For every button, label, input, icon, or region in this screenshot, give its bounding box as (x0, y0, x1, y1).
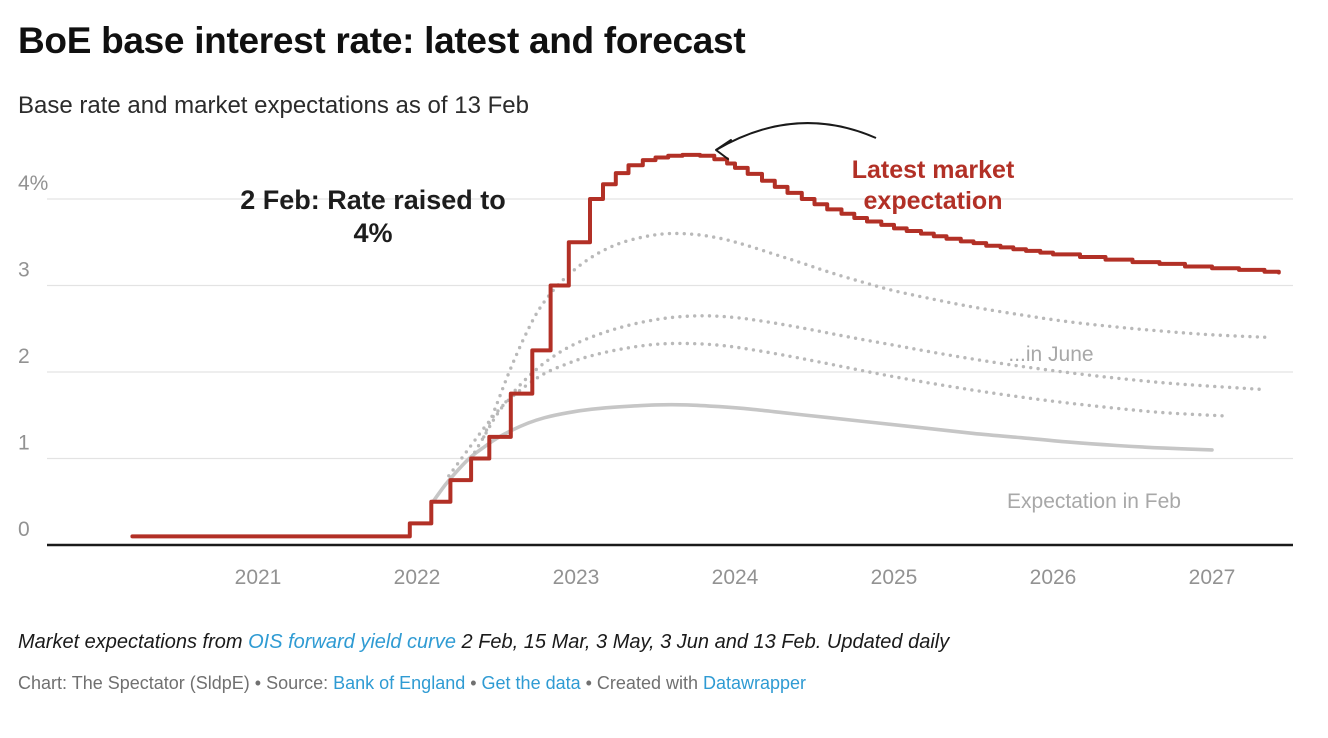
source-link[interactable]: Bank of England (333, 673, 466, 693)
y-tick-label: 3 (18, 259, 30, 282)
chart-byline: Chart: The Spectator (SldpE) • Source: B… (18, 673, 806, 694)
latest-expectation-label: Latest market (852, 156, 1015, 184)
y-tick-label: 1 (18, 432, 30, 455)
byline-separator: • (465, 673, 482, 693)
x-tick-label: 2022 (394, 566, 441, 589)
series-line-expectation-feb (431, 402, 1214, 504)
x-tick-label: 2025 (871, 566, 918, 589)
byline-chart-source: Chart: The Spectator (SldpE) • Source: (18, 673, 334, 693)
x-tick-label: 2021 (235, 566, 282, 589)
rate-raised-annotation: 4% (353, 218, 392, 248)
ois-forward-yield-curve-link[interactable]: OIS forward yield curve (248, 631, 456, 653)
annotation-arrow (715, 122, 877, 151)
y-tick-label: 0 (18, 518, 30, 541)
y-tick-label: 2 (18, 345, 30, 368)
latest-expectation-label: expectation (864, 187, 1003, 215)
datawrapper-link[interactable]: Datawrapper (702, 673, 807, 693)
series-line-latest (130, 152, 1281, 539)
series-line-expectation-mar (447, 341, 1230, 478)
series-line-expectation-may (469, 314, 1262, 461)
june-label: ...in June (1008, 343, 1093, 366)
notes-prefix: Market expectations from (18, 631, 249, 653)
byline-created-with: • Created with (580, 673, 703, 693)
feb-label: Expectation in Feb (1007, 490, 1181, 513)
rate-raised-annotation: 2 Feb: Rate raised to (240, 185, 506, 215)
annotation-arrowhead (715, 139, 732, 160)
x-tick-label: 2026 (1030, 566, 1077, 589)
chart-subtitle: Base rate and market expectations as of … (18, 92, 529, 119)
x-tick-label: 2024 (712, 566, 759, 589)
chart-title: BoE base interest rate: latest and forec… (18, 20, 746, 61)
chart-notes: Market expectations from OIS forward yie… (18, 631, 949, 654)
notes-suffix: 2 Feb, 15 Mar, 3 May, 3 Jun and 13 Feb. … (455, 631, 950, 653)
x-tick-label: 2023 (553, 566, 600, 589)
x-tick-label: 2027 (1189, 566, 1236, 589)
get-the-data-link[interactable]: Get the data (481, 673, 581, 693)
y-tick-label: 4% (18, 172, 48, 195)
